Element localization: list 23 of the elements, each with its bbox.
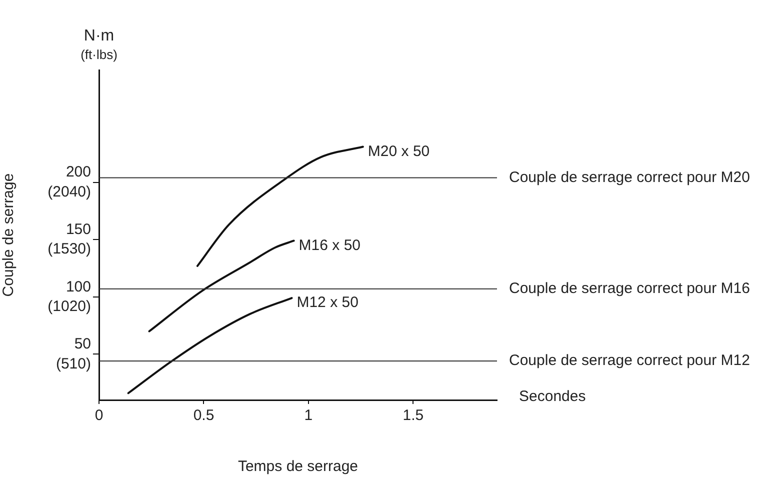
x-axis-title: Temps de serrage xyxy=(238,458,358,476)
y2-tick-label: (1020) xyxy=(48,298,92,316)
series-label: M12 x 50 xyxy=(296,294,358,312)
y2-axis-title: Couple de serrage xyxy=(0,173,18,297)
text: (ft·lbs) xyxy=(80,47,118,62)
y-tick-label: 150 xyxy=(66,220,91,238)
ref-line-label: Couple de serrage correct pour M20 xyxy=(509,168,750,186)
x-tick-label: 0 xyxy=(94,407,104,424)
x-tick-label: 1.5 xyxy=(402,407,424,424)
ref-line-label: Couple de serrage correct pour M16 xyxy=(509,280,750,297)
series-label: M16 x 50 xyxy=(298,236,361,254)
x-tick-label: 0.5 xyxy=(193,407,214,424)
text: N·m xyxy=(84,27,114,44)
y2-tick-label: (2040) xyxy=(48,183,92,200)
y2-tick-label: (510) xyxy=(56,355,91,372)
x-tick-label: 1 xyxy=(304,407,313,424)
y-tick-label: 50 xyxy=(74,336,91,353)
y-tick-label: 100 xyxy=(66,278,91,296)
text: Secondes xyxy=(519,388,586,406)
series-label: M20 x 50 xyxy=(368,142,430,160)
y-tick-label: 200 xyxy=(66,164,91,181)
ref-line-label: Couple de serrage correct pour M12 xyxy=(509,352,750,370)
y2-tick-label: (1530) xyxy=(48,240,92,258)
